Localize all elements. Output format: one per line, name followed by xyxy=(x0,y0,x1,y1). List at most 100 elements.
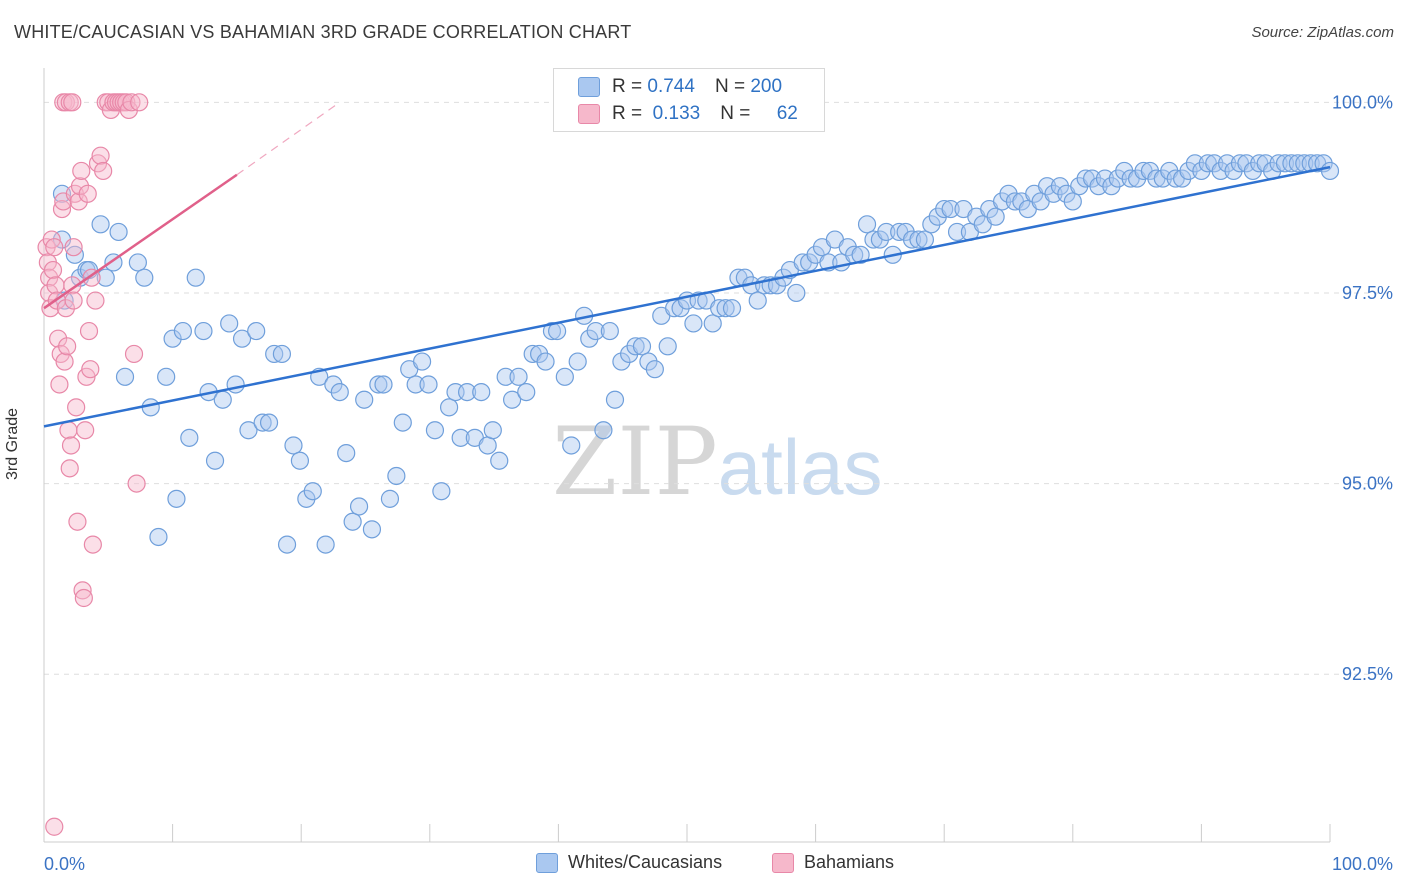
point-whites xyxy=(330,382,349,402)
point-whites xyxy=(149,527,168,547)
trend-line-whites xyxy=(43,165,1331,428)
legend-r-label: R = xyxy=(612,76,643,97)
point-whites xyxy=(594,421,613,440)
point-whites xyxy=(992,192,1012,211)
point-whites xyxy=(612,352,631,371)
point-whites xyxy=(857,215,877,234)
point-whites xyxy=(1050,177,1070,196)
point-whites xyxy=(387,466,406,486)
point-whites xyxy=(632,337,652,356)
point-whites xyxy=(324,375,343,394)
point-whites xyxy=(380,489,400,508)
point-whites xyxy=(226,375,245,394)
point-whites xyxy=(194,321,213,341)
point-bahamians xyxy=(63,93,82,112)
point-whites xyxy=(684,314,703,333)
chart-title: WHITE/CAUCASIAN VS BAHAMIAN 3RD GRADE CO… xyxy=(14,22,632,42)
point-bahamians xyxy=(79,321,99,341)
bottom-legend-swatch-bahamians xyxy=(772,852,794,873)
point-whites xyxy=(555,367,574,386)
point-bahamians xyxy=(45,238,64,257)
point-bahamians xyxy=(56,299,75,318)
point-whites xyxy=(767,276,787,295)
point-whites xyxy=(568,352,587,371)
point-whites xyxy=(645,360,664,379)
legend-r-value-bahamians: 0.133 xyxy=(652,103,701,124)
point-whites xyxy=(716,299,735,318)
bottom-legend-label-bahamians: Bahamians xyxy=(804,852,895,872)
point-whites xyxy=(748,291,767,310)
point-whites xyxy=(135,268,154,287)
legend-swatch-bahamians xyxy=(578,104,600,124)
point-whites xyxy=(451,428,470,447)
bottom-legend-whites[interactable]: Whites/Caucasians xyxy=(536,852,722,873)
point-whites xyxy=(303,482,322,501)
legend-swatch-whites xyxy=(578,77,600,97)
point-whites xyxy=(922,215,941,234)
legend-n-value-bahamians: 62 xyxy=(776,103,798,124)
point-whites xyxy=(671,299,690,318)
point-whites xyxy=(369,375,388,394)
point-whites xyxy=(374,375,393,394)
point-whites xyxy=(483,421,502,440)
point-bahamians xyxy=(76,421,95,440)
point-whites xyxy=(205,451,225,470)
point-whites xyxy=(349,497,369,516)
point-whites xyxy=(232,329,252,348)
point-bahamians xyxy=(81,360,100,379)
point-whites xyxy=(284,436,303,455)
point-whites xyxy=(239,421,258,440)
point-whites xyxy=(173,321,192,341)
point-bahamians xyxy=(50,375,69,394)
point-whites xyxy=(870,230,890,249)
source-credit: Source: ZipAtlas.com xyxy=(1251,24,1394,41)
point-bahamians xyxy=(124,344,144,364)
point-bahamians xyxy=(59,421,78,440)
point-whites xyxy=(787,283,806,303)
point-bahamians xyxy=(74,588,93,608)
point-whites xyxy=(490,451,509,470)
point-whites xyxy=(1288,154,1307,173)
point-whites xyxy=(902,230,922,249)
point-bahamians xyxy=(70,177,90,196)
legend-row-whites: R = 0.744 N = 200 xyxy=(578,75,782,99)
point-bahamians xyxy=(52,199,72,219)
point-whites xyxy=(343,512,362,531)
y-tick-label: 95.0% xyxy=(1342,474,1393,494)
point-whites xyxy=(406,375,425,394)
point-whites xyxy=(1211,161,1230,181)
point-whites xyxy=(186,268,205,287)
point-whites xyxy=(1205,154,1224,173)
point-whites xyxy=(909,230,928,249)
point-whites xyxy=(1320,161,1340,181)
point-whites xyxy=(425,421,445,440)
trend-extension-bahamians xyxy=(236,101,341,176)
point-whites xyxy=(472,382,491,402)
point-bahamians xyxy=(67,398,86,417)
y-tick-label: 100.0% xyxy=(1332,92,1393,112)
point-whites xyxy=(393,413,412,432)
point-whites xyxy=(316,535,335,554)
point-bahamians xyxy=(63,276,82,295)
point-whites xyxy=(1089,177,1108,196)
point-whites xyxy=(220,314,239,333)
point-whites xyxy=(109,222,128,242)
point-whites xyxy=(851,245,870,264)
point-whites xyxy=(180,428,199,447)
point-whites xyxy=(1063,192,1082,211)
point-whites xyxy=(412,352,432,371)
point-whites xyxy=(586,321,605,341)
point-whites xyxy=(297,489,316,508)
point-whites xyxy=(1082,169,1102,188)
point-whites xyxy=(703,314,722,333)
point-whites xyxy=(213,390,232,409)
point-bahamians xyxy=(78,184,97,203)
point-whites xyxy=(605,390,625,409)
point-bahamians xyxy=(60,459,79,478)
bottom-legend-bahamians[interactable]: Bahamians xyxy=(772,852,894,873)
point-bahamians xyxy=(58,337,77,356)
point-bahamians xyxy=(73,581,92,600)
stats-legend: R = 0.744 N = 200 R = 0.133 N = 62 xyxy=(553,68,825,132)
legend-n-value-whites: 200 xyxy=(750,76,783,97)
